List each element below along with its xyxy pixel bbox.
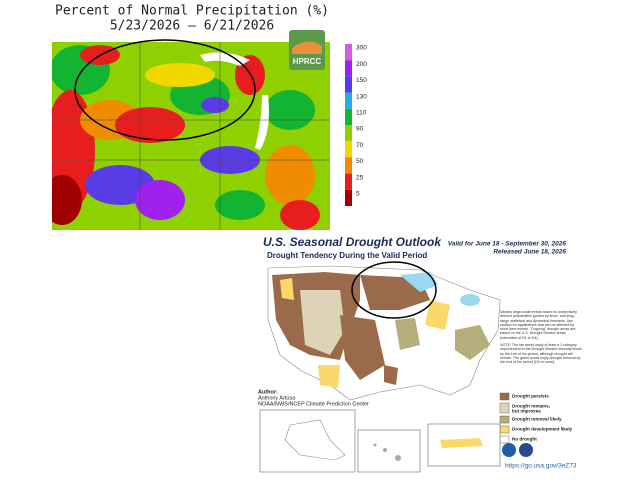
us-map: [267, 265, 501, 401]
hprcc-logo: HPRCC: [289, 30, 325, 70]
description: Depicts large-scale trends based on subj…: [500, 310, 577, 340]
legend-label: Drought removal likely: [512, 417, 562, 422]
valid-period: Valid for June 18 - September 30, 2026: [448, 241, 567, 248]
legend-label: Drought persists: [512, 394, 549, 399]
drought-panel: U.S. Seasonal Drought Outlook Drought Te…: [258, 235, 582, 473]
colorbar-label: 50: [356, 158, 364, 165]
author-heading: Author:: [258, 389, 278, 395]
description-box: Depicts large-scale trends based on subj…: [500, 310, 582, 365]
nws-logo: [519, 443, 533, 457]
precip-panel: Percent of Normal Precipitation (%) 5/23…: [52, 4, 367, 230]
legend-swatch: [499, 435, 510, 444]
colorbar-swatch: [345, 157, 352, 174]
colorbar-label: 150: [356, 77, 367, 84]
colorbar-label: 70: [356, 142, 364, 149]
release-date: Released June 18, 2026: [493, 249, 566, 256]
legend-swatch: [499, 402, 510, 414]
legend-swatch: [499, 415, 510, 424]
legend-label: No drought: [512, 437, 537, 442]
colorbar-label: 5: [356, 191, 360, 198]
colorbar-label: 300: [356, 45, 367, 52]
colorbar-swatch: [345, 44, 352, 61]
colorbar-swatch: [345, 108, 352, 125]
colorbar-swatch: [345, 125, 352, 142]
colorbar-swatch: [345, 173, 352, 190]
agency: NOAA/NWS/NCEP Climate Prediction Center: [258, 401, 369, 407]
logo-text: HPRCC: [293, 57, 322, 66]
colorbar-label: 200: [356, 61, 367, 68]
legend: Drought persists Drought remains, but impr…: [499, 392, 573, 444]
author: Anthony Artusa: [258, 395, 296, 401]
colorbar-swatch: [345, 76, 352, 93]
highlight-circle: [74, 39, 256, 141]
highlight-circle: [351, 261, 437, 319]
legend-label: Drought remains, but improves: [512, 404, 550, 414]
outlook-subtitle: Drought Tendency During the Valid Period: [267, 251, 427, 260]
precip-map: [52, 42, 330, 230]
colorbar-label: 130: [356, 93, 367, 100]
insets: [259, 409, 501, 473]
colorbar-swatch: [345, 189, 352, 206]
precip-period: 5/23/2026 – 6/21/2026: [110, 19, 274, 34]
colorbar-label: 90: [356, 126, 364, 133]
precip-title: Percent of Normal Precipitation (%): [55, 4, 329, 19]
colorbar-swatch: [345, 92, 352, 109]
legend-swatch: [499, 392, 510, 401]
note: NOTE: The tan areas imply at least a 1 c…: [500, 343, 582, 365]
colorbar: 300 200 150 130 110 90 70 50 25 5: [345, 44, 367, 206]
colorbar-label: 110: [356, 110, 367, 117]
url[interactable]: https://go.usa.gov/3eZ73: [505, 463, 577, 470]
legend-swatch: [499, 425, 510, 434]
outlook-title: U.S. Seasonal Drought Outlook: [263, 235, 442, 249]
colorbar-swatch: [345, 60, 352, 77]
colorbar-label: 25: [356, 174, 364, 181]
noaa-logo: [502, 443, 516, 457]
colorbar-swatch: [345, 141, 352, 158]
legend-label: Drought development likely: [512, 427, 573, 432]
